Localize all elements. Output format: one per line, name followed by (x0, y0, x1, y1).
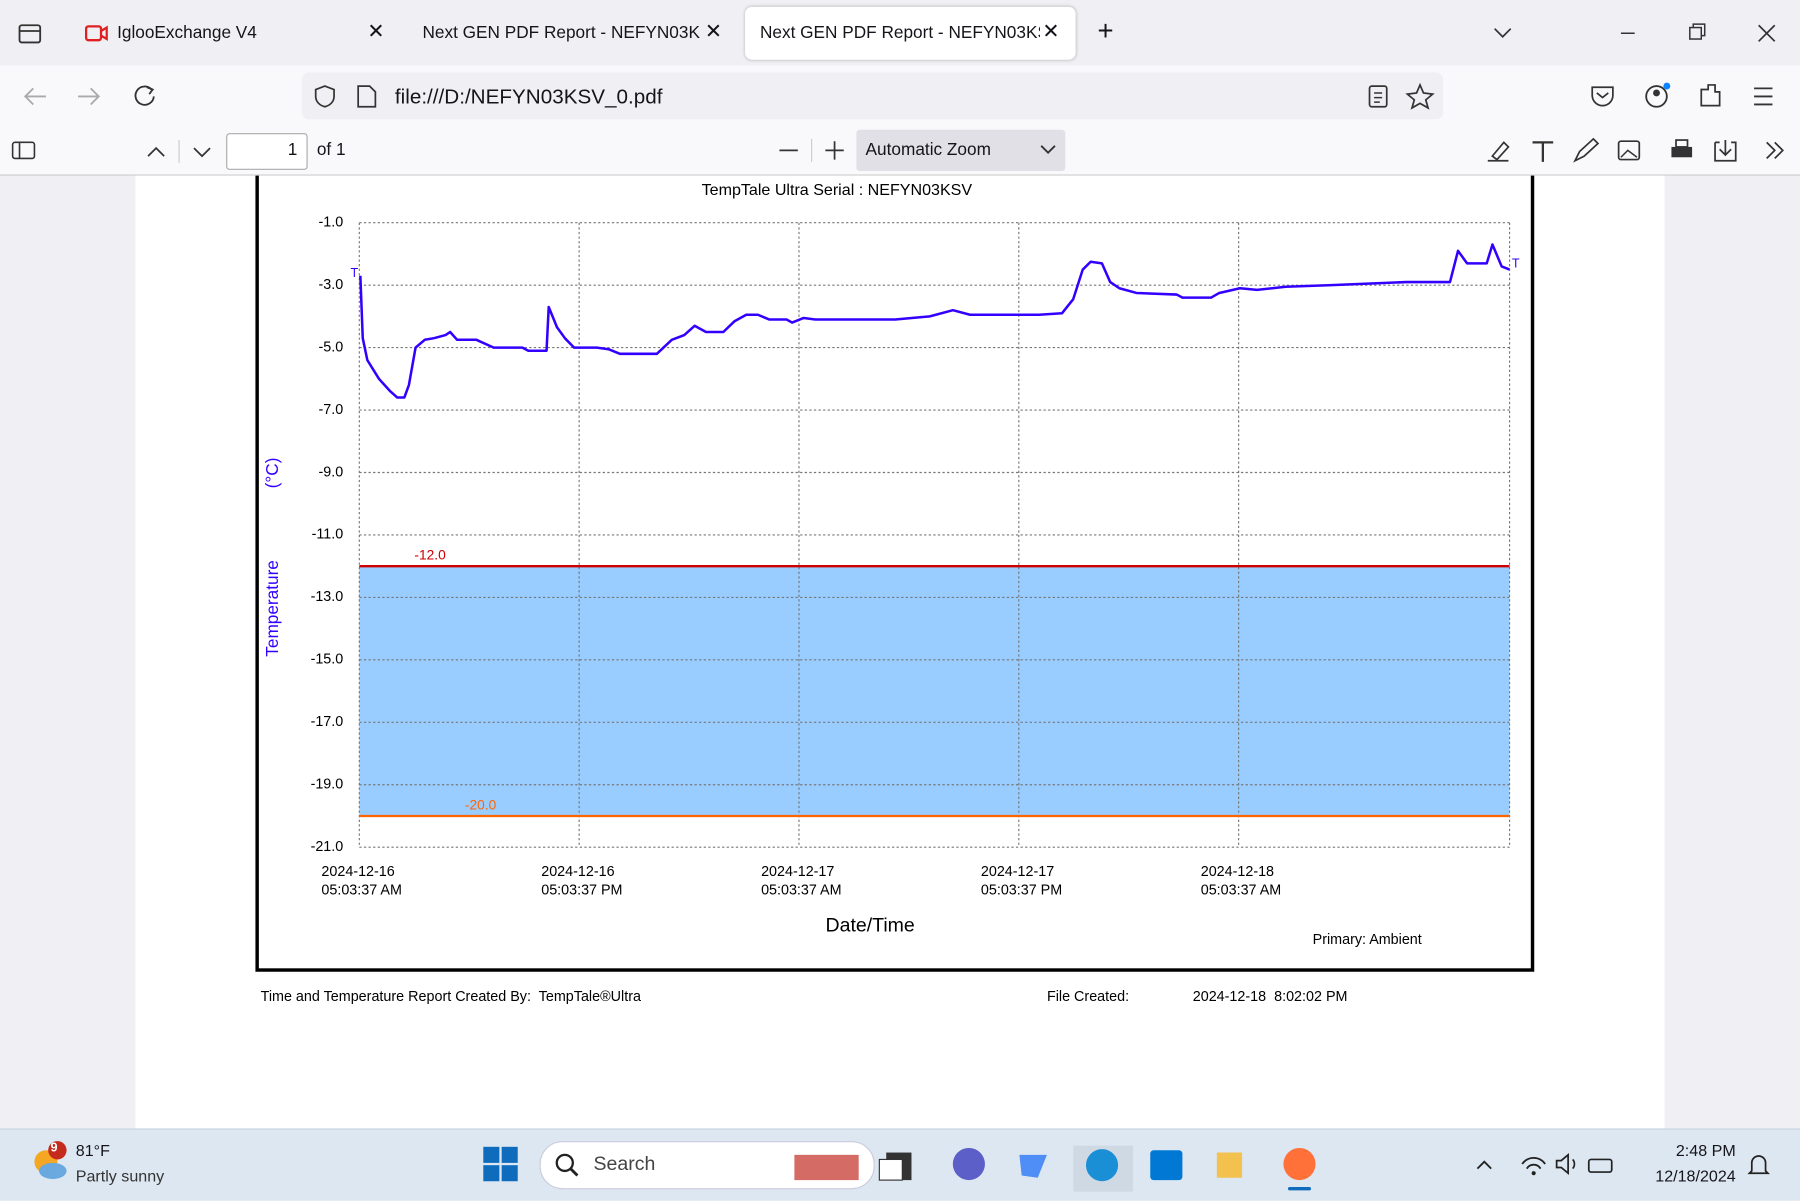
temperature[interactable]: 81°F (75, 1141, 110, 1160)
x-tick-label: 05:03:37 PM (981, 883, 1062, 899)
active-tab[interactable] (745, 6, 1076, 60)
x-tick-label: 05:03:37 AM (1201, 883, 1281, 899)
tab-list-icon[interactable] (16, 21, 44, 46)
zoom-select[interactable] (856, 129, 1066, 172)
new-tab[interactable]: + (1097, 16, 1114, 48)
window-controls[interactable] (1490, 21, 1788, 46)
tab[interactable]: IglooExchange V4 (117, 22, 257, 43)
start-button[interactable] (481, 1145, 520, 1184)
taskbar-apps[interactable] (792, 1145, 1326, 1192)
notifications[interactable] (1745, 1150, 1773, 1180)
y-tick-label: -21.0 (311, 839, 344, 855)
clock-date[interactable]: 12/18/2024 (1655, 1166, 1736, 1185)
search-text[interactable]: Search (593, 1152, 656, 1175)
y-tick-label: -3.0 (319, 277, 344, 293)
search-icon (555, 1153, 579, 1177)
zoom-caret[interactable] (1038, 142, 1059, 158)
y-tick-label: -9.0 (319, 464, 344, 480)
x-tick-label: 05:03:37 AM (761, 883, 841, 899)
y-tick-label: -13.0 (311, 589, 344, 605)
x-tick-label: 2024-12-16 (541, 864, 614, 880)
pdf-nav-icons[interactable] (9, 138, 216, 166)
system-tray[interactable] (1472, 1150, 1621, 1178)
y-tick-label: -17.0 (311, 714, 344, 730)
tab[interactable]: Next GEN PDF Report - NEFYN03KS (422, 22, 701, 43)
clock-time[interactable]: 2:48 PM (1675, 1141, 1736, 1160)
nav-buttons[interactable] (21, 83, 170, 111)
url-actions[interactable] (1366, 82, 1435, 111)
page-number[interactable]: 1 (287, 140, 298, 160)
tab-close[interactable]: ✕ (367, 19, 385, 43)
tab-close[interactable]: ✕ (1042, 19, 1060, 43)
annotation: T (1512, 256, 1520, 270)
x-tick-label: 2024-12-16 (321, 864, 394, 880)
url-icons (314, 85, 377, 108)
x-tick-label: 05:03:37 PM (541, 883, 622, 899)
limit-label: -12.0 (414, 547, 446, 562)
weather-badge: 9 (50, 1141, 58, 1155)
tab-close[interactable]: ✕ (704, 19, 723, 43)
tab[interactable]: Next GEN PDF Report - NEFYN03KS (759, 22, 1041, 43)
y-tick-label: -1.0 (319, 214, 344, 230)
y-tick-label: -19.0 (311, 777, 344, 793)
y-tick-label: -7.0 (319, 402, 344, 418)
y-axis-unit: (°C) (262, 458, 282, 489)
file-created-label: File Created: (1046, 988, 1130, 1005)
y-axis-label: Temperature (262, 560, 282, 657)
zoom-label[interactable]: Automatic Zoom (865, 140, 991, 160)
x-tick-label: 2024-12-17 (981, 864, 1054, 880)
y-tick-label: -11.0 (312, 527, 344, 543)
url-bar[interactable] (301, 72, 1443, 120)
chart: TempTale Ultra Serial : NEFYN03KSV Date/… (255, 175, 1535, 972)
x-tick-label: 2024-12-17 (761, 864, 834, 880)
y-tick-label: -5.0 (319, 339, 344, 355)
limit-band (359, 566, 1510, 816)
tab-favicon (84, 25, 108, 42)
file-created: 2024-12-18 8:02:02 PM (1192, 988, 1348, 1005)
report-created-by: Time and Temperature Report Created By: … (260, 988, 641, 1005)
x-tick-label: 2024-12-18 (1201, 864, 1274, 880)
x-tick-label: 05:03:37 AM (321, 883, 401, 899)
annotation-tools[interactable] (1483, 135, 1793, 167)
x-axis-label: Date/Time (826, 915, 915, 937)
limit-label: -20.0 (465, 797, 497, 812)
chart-frame (255, 175, 1535, 972)
annotation: T (350, 266, 358, 280)
data-line (359, 243, 1511, 399)
chart-title: TempTale Ultra Serial : NEFYN03KSV (702, 181, 973, 199)
weather-icon[interactable] (28, 1139, 74, 1185)
zoom-buttons[interactable] (775, 135, 850, 165)
page-count: of 1 (316, 140, 346, 160)
weather-text[interactable]: Partly sunny (75, 1166, 165, 1185)
page-input[interactable] (226, 133, 308, 170)
toolbar-icons[interactable] (1586, 80, 1781, 112)
url-text[interactable]: file:///D:/NEFYN03KSV_0.pdf (394, 84, 663, 108)
chart-note: Primary: Ambient (1313, 932, 1422, 948)
y-tick-label: -15.0 (311, 652, 344, 668)
